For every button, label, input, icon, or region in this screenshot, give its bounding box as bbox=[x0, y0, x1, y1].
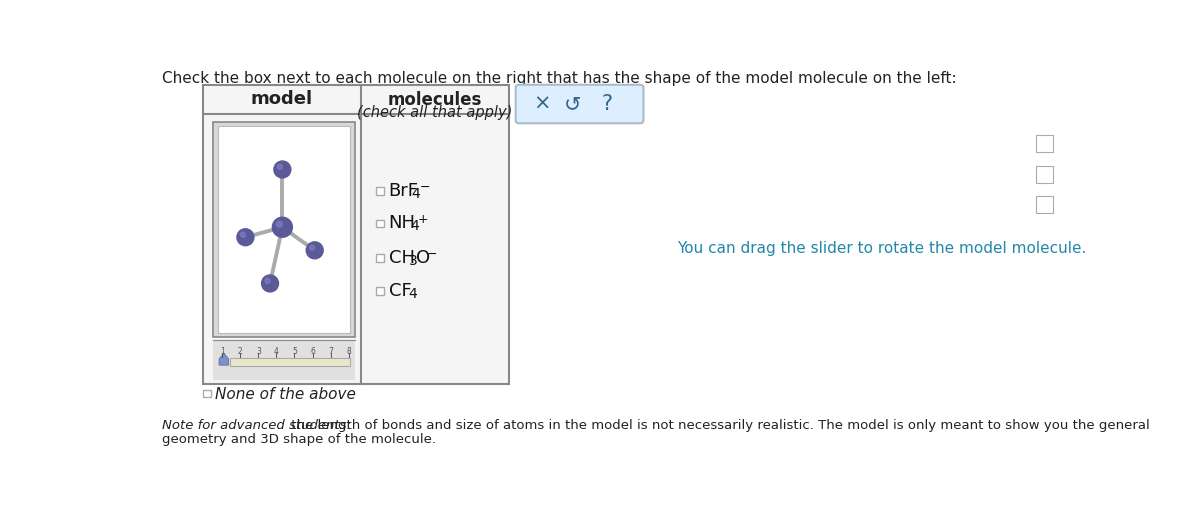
Text: 4: 4 bbox=[410, 219, 419, 233]
Bar bbox=[1036, 196, 1054, 213]
Text: 6: 6 bbox=[310, 346, 314, 356]
Text: CF: CF bbox=[389, 282, 412, 300]
Bar bbox=[377, 254, 384, 262]
Circle shape bbox=[272, 217, 293, 237]
Circle shape bbox=[240, 232, 246, 237]
Bar bbox=[1036, 135, 1054, 152]
Bar bbox=[377, 187, 384, 195]
Text: +: + bbox=[418, 213, 428, 226]
Text: 3: 3 bbox=[409, 254, 418, 268]
Text: ?: ? bbox=[601, 94, 613, 114]
Text: 1: 1 bbox=[220, 346, 224, 356]
Text: (check all that apply): (check all that apply) bbox=[358, 105, 512, 120]
Circle shape bbox=[276, 221, 282, 227]
Bar bbox=[377, 219, 384, 227]
FancyBboxPatch shape bbox=[516, 85, 643, 123]
Text: O: O bbox=[416, 249, 431, 267]
Text: CH: CH bbox=[389, 249, 415, 267]
Bar bbox=[377, 287, 384, 295]
Polygon shape bbox=[220, 354, 228, 365]
Text: None of the above: None of the above bbox=[215, 387, 356, 402]
Text: −: − bbox=[427, 248, 438, 261]
Text: ×: × bbox=[533, 94, 551, 114]
Bar bbox=[214, 122, 355, 337]
Text: 8: 8 bbox=[347, 346, 350, 356]
Text: 4: 4 bbox=[274, 346, 278, 356]
Text: 4: 4 bbox=[409, 287, 418, 301]
Text: geometry and 3D shape of the molecule.: geometry and 3D shape of the molecule. bbox=[162, 433, 437, 446]
Bar bbox=[1036, 166, 1054, 182]
Text: BrF: BrF bbox=[389, 182, 419, 200]
Text: NH: NH bbox=[389, 214, 415, 232]
Circle shape bbox=[310, 245, 314, 250]
Bar bbox=[214, 340, 355, 380]
Text: molecules: molecules bbox=[388, 91, 482, 109]
Text: 5: 5 bbox=[292, 346, 296, 356]
Text: You can drag the slider to rotate the model molecule.: You can drag the slider to rotate the mo… bbox=[677, 241, 1086, 256]
Bar bbox=[217, 126, 350, 333]
Text: −: − bbox=[420, 181, 430, 194]
Circle shape bbox=[262, 275, 278, 292]
Bar bbox=[203, 85, 509, 383]
Circle shape bbox=[236, 229, 254, 246]
Bar bbox=[230, 358, 350, 366]
Text: 4: 4 bbox=[412, 187, 420, 201]
Text: Note for advanced students:: Note for advanced students: bbox=[162, 419, 352, 432]
Circle shape bbox=[277, 164, 282, 170]
Circle shape bbox=[265, 279, 270, 283]
Bar bbox=[203, 390, 211, 397]
Circle shape bbox=[274, 161, 290, 178]
Text: 7: 7 bbox=[328, 346, 332, 356]
Circle shape bbox=[306, 242, 323, 259]
Text: the length of bonds and size of atoms in the model is not necessarily realistic.: the length of bonds and size of atoms in… bbox=[287, 419, 1150, 432]
Text: ↺: ↺ bbox=[564, 94, 582, 114]
Text: 3: 3 bbox=[256, 346, 260, 356]
Text: 2: 2 bbox=[238, 346, 242, 356]
Text: model: model bbox=[251, 90, 313, 108]
Text: Check the box next to each molecule on the right that has the shape of the model: Check the box next to each molecule on t… bbox=[162, 71, 956, 86]
